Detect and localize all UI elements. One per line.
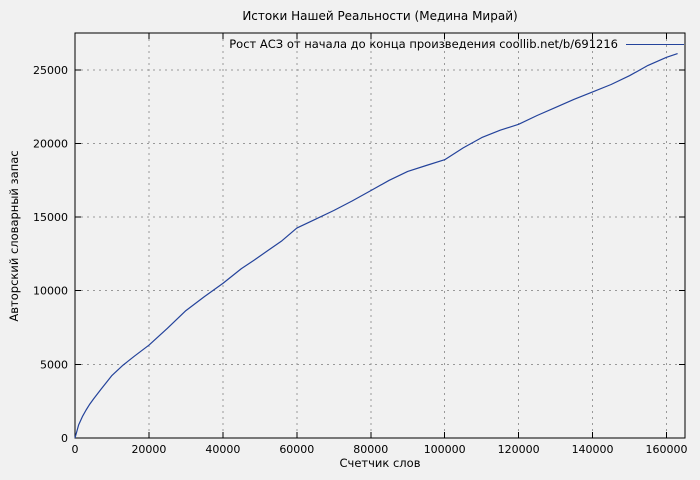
x-tick-label: 160000 xyxy=(646,443,688,456)
plot-border xyxy=(74,32,686,439)
legend-line-sample xyxy=(626,43,684,45)
x-tick-label: 80000 xyxy=(353,443,388,456)
legend: Рост АСЗ от начала до конца произведения… xyxy=(229,37,684,51)
series-line xyxy=(74,53,678,439)
y-tick-label: 5000 xyxy=(40,358,68,371)
y-tick-label: 10000 xyxy=(33,285,68,298)
y-tick-label: 25000 xyxy=(33,64,68,77)
x-axis-label: Счетчик слов xyxy=(339,456,421,470)
chart-title: Истоки Нашей Реальности (Медина Мирай) xyxy=(242,9,518,23)
y-tick-label: 20000 xyxy=(33,137,68,150)
x-tick-label: 0 xyxy=(72,443,79,456)
y-tick-label: 0 xyxy=(61,432,68,445)
x-tick-label: 100000 xyxy=(424,443,466,456)
x-tick-label: 140000 xyxy=(572,443,614,456)
legend-label: Рост АСЗ от начала до конца произведения… xyxy=(229,37,618,51)
x-tick-label: 20000 xyxy=(131,443,166,456)
y-tick-label: 15000 xyxy=(33,211,68,224)
x-tick-label: 120000 xyxy=(498,443,540,456)
x-tick-label: 60000 xyxy=(279,443,314,456)
y-axis-label: Авторский словарный запас xyxy=(7,150,21,322)
x-tick-label: 40000 xyxy=(205,443,240,456)
